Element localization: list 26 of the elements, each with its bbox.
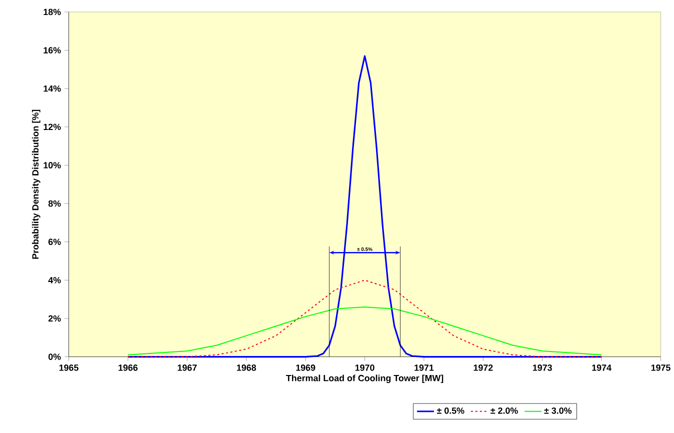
y-tick-label: 2% bbox=[48, 316, 61, 322]
x-tick-label: 1967 bbox=[178, 364, 197, 372]
x-tick-label: 1969 bbox=[296, 364, 316, 372]
y-tick-label: 4% bbox=[48, 277, 61, 284]
x-tick-label: 1965 bbox=[59, 364, 78, 372]
legend-label: ± 0.5% bbox=[436, 408, 464, 414]
y-tick-label: 6% bbox=[48, 238, 61, 246]
y-tick-label: 12% bbox=[44, 124, 61, 130]
x-tick-label: 1966 bbox=[118, 364, 138, 372]
y-tick-label: 16% bbox=[44, 47, 61, 54]
y-axis-title: Probability Density Distribution [%] bbox=[32, 110, 40, 259]
x-tick-label: 1971 bbox=[414, 364, 434, 372]
x-tick-label: 1970 bbox=[355, 364, 374, 372]
x-tick-label: 1975 bbox=[651, 364, 670, 372]
x-tick-label: 1968 bbox=[236, 364, 256, 372]
x-tick-label: 1972 bbox=[474, 364, 493, 372]
legend-label: ± 3.0% bbox=[544, 408, 572, 414]
x-axis-title: Thermal Load of Cooling Tower [MW] bbox=[286, 374, 444, 384]
x-tick-label: 1973 bbox=[532, 364, 552, 372]
y-tick-label: 18% bbox=[44, 9, 61, 16]
y-tick-label: 0% bbox=[48, 354, 61, 360]
x-tick-label: 1974 bbox=[592, 364, 612, 372]
legend-label: ± 2.0% bbox=[490, 408, 518, 414]
y-tick-label: 14% bbox=[44, 86, 61, 92]
y-tick-label: 8% bbox=[48, 200, 61, 207]
y-tick-label: 10% bbox=[44, 162, 61, 169]
